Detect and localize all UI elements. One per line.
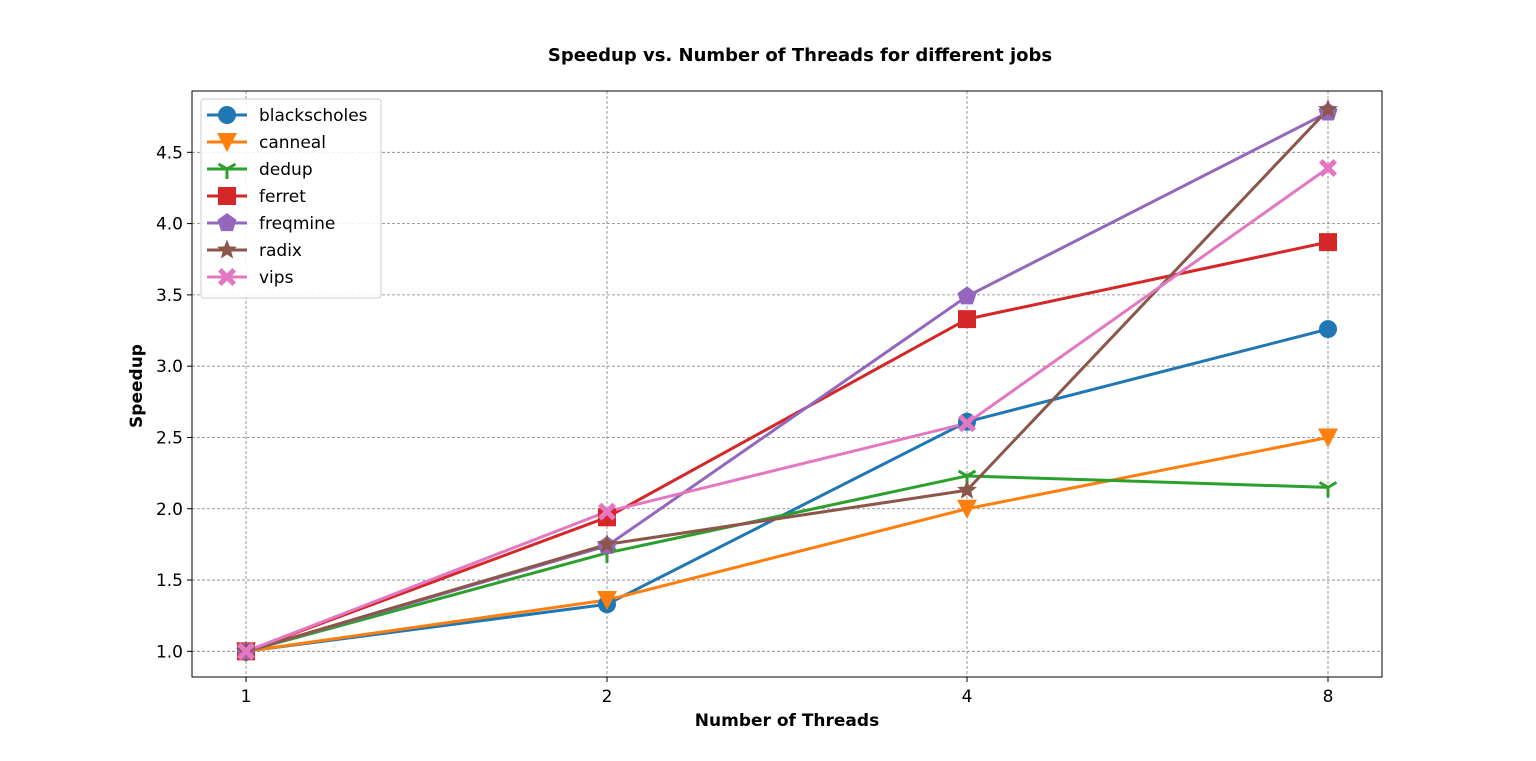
- legend-marker-ferret: [218, 187, 236, 205]
- data-point-canneal: [1318, 428, 1338, 448]
- legend-label: ferret: [259, 187, 306, 207]
- data-point-ferret: [958, 310, 976, 329]
- legend-marker-freqmine: [217, 213, 237, 232]
- legend-label: freqmine: [259, 214, 335, 234]
- y-tick-label: 3.0: [156, 357, 183, 377]
- data-point-radix: [597, 533, 617, 553]
- legend-item: ferret: [207, 187, 306, 207]
- legend-marker-dedup: [217, 162, 237, 179]
- legend-marker-vips: [218, 268, 236, 286]
- series-lines: [245, 108, 1330, 653]
- legend-marker-canneal: [217, 133, 237, 152]
- y-tick-label: 4.0: [156, 215, 183, 235]
- series-line-radix: [245, 108, 1330, 653]
- series-line-canneal: [245, 435, 1329, 653]
- series-line-dedup: [245, 474, 1329, 653]
- plot-frame: [192, 91, 1382, 677]
- legend-item: dedup: [207, 160, 313, 180]
- x-tick-label: 8: [1323, 687, 1334, 707]
- y-tick-label: 2.5: [156, 428, 183, 448]
- legend-item: canneal: [207, 133, 326, 153]
- data-point-vips: [958, 414, 976, 433]
- y-tick-label: 1.0: [156, 642, 183, 662]
- y-axis-ticks: 1.0 1.5 2.0 2.5 3.0 3.5 4.0 4.5: [156, 143, 192, 662]
- legend-item: blackscholes: [207, 106, 368, 126]
- data-point-radix: [957, 479, 977, 499]
- legend-item: vips: [207, 268, 294, 288]
- data-point-ferret: [1319, 233, 1337, 252]
- legend-label: blackscholes: [259, 106, 368, 126]
- x-tick-label: 1: [241, 687, 252, 707]
- data-point-canneal: [957, 499, 977, 519]
- series-line-vips: [245, 166, 1329, 653]
- data-point-vips: [598, 502, 616, 521]
- y-tick-label: 3.5: [156, 286, 183, 306]
- x-axis-label: Number of Threads: [695, 711, 879, 731]
- data-point-canneal: [597, 591, 617, 611]
- y-tick-label: 4.5: [156, 143, 183, 163]
- x-tick-label: 2: [602, 687, 613, 707]
- legend-label: vips: [259, 268, 294, 288]
- legend-label: dedup: [259, 160, 313, 180]
- series-line-ferret: [245, 240, 1329, 653]
- legend-marker-radix: [217, 239, 237, 259]
- data-point-vips: [1319, 158, 1337, 177]
- data-point-dedup: [1318, 481, 1338, 498]
- series-markers: [236, 99, 1338, 662]
- data-point-freqmine: [957, 286, 977, 305]
- legend-label: radix: [259, 241, 302, 261]
- y-axis-label: Speedup: [127, 344, 147, 428]
- x-axis-ticks: 1 2 4 8: [241, 677, 1334, 707]
- y-tick-label: 1.5: [156, 571, 183, 591]
- data-point-radix: [1318, 99, 1338, 119]
- x-tick-label: 4: [962, 687, 973, 707]
- legend: blackscholes canneal dedup ferret freqmine ra…: [200, 98, 382, 299]
- legend-label: canneal: [259, 133, 326, 153]
- data-point-vips: [237, 642, 255, 661]
- data-point-blackscholes: [1319, 320, 1337, 339]
- chart-title: Speedup vs. Number of Threads for differ…: [548, 45, 1052, 66]
- plot-border: [191, 90, 1383, 678]
- legend-box: [200, 98, 382, 299]
- legend-item: radix: [207, 239, 302, 261]
- legend-item: freqmine: [207, 213, 335, 234]
- y-tick-label: 2.0: [156, 500, 183, 520]
- legend-marker-blackscholes: [218, 106, 236, 124]
